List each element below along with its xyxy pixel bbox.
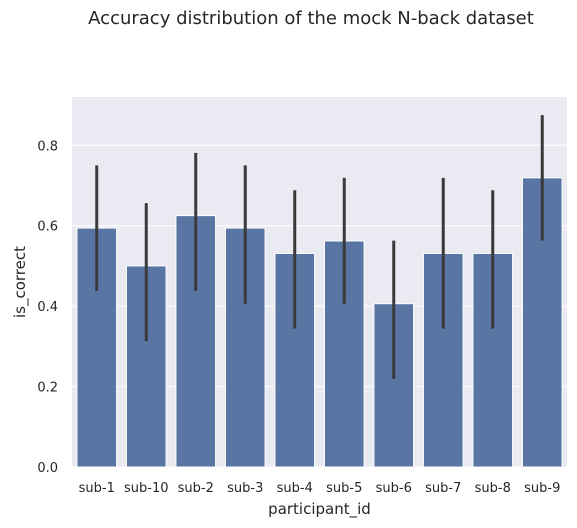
x-tick-label: sub-5 [326,481,362,496]
x-axis-label: participant_id [268,500,371,519]
x-tick-label: sub-10 [124,481,169,496]
x-tick-label: sub-1 [79,481,115,496]
x-tick-label: sub-7 [425,481,461,496]
error-bars-group [95,115,544,379]
x-tick-label: sub-2 [178,481,214,496]
bar-sub-3 [224,227,266,468]
y-tick-label: 0.2 [37,381,58,396]
chart-title: Accuracy distribution of the mock N-back… [88,8,534,29]
x-tick-label: sub-9 [524,481,560,496]
y-tick-label: 0.6 [37,220,58,235]
y-tick-label: 0.8 [37,139,58,154]
x-tick-label: sub-6 [376,481,412,496]
y-tick-label: 0.0 [37,461,58,476]
x-tick-label: sub-8 [475,481,511,496]
x-tick-labels: sub-1 sub-10 sub-2 sub-3 sub-4 sub-5 sub-6 sub-… [79,481,561,496]
y-tick-label: 0.4 [37,300,58,315]
x-tick-label: sub-4 [277,481,313,496]
y-tick-labels: 0.0 0.2 0.4 0.6 0.8 [37,139,58,476]
y-axis-label: is_correct [11,246,30,318]
x-tick-label: sub-3 [227,481,263,496]
